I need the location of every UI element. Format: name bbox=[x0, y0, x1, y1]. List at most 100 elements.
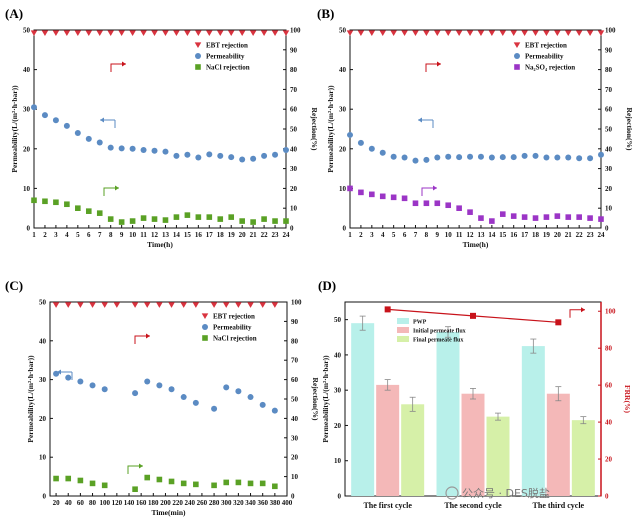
data-point-square bbox=[247, 480, 254, 487]
legend-marker bbox=[513, 42, 521, 48]
data-point-triangle-down bbox=[184, 30, 191, 36]
data-point-triangle-down bbox=[63, 30, 71, 36]
y2-tick-label: 80 bbox=[291, 337, 299, 345]
trend-arrow bbox=[134, 335, 150, 344]
data-point-square bbox=[77, 477, 84, 484]
data-point-circle bbox=[357, 139, 364, 146]
data-point-circle bbox=[118, 145, 125, 152]
data-point-square bbox=[261, 216, 267, 222]
y2-tick-label: 100 bbox=[605, 27, 616, 35]
data-point-circle bbox=[283, 146, 289, 153]
data-point-triangle-down bbox=[52, 302, 60, 308]
trend-arrow-head bbox=[122, 61, 126, 67]
y2-axis-title: Rejection(%) bbox=[625, 108, 633, 151]
x-tick-label: 3 bbox=[370, 231, 374, 239]
y2-tick-label: 20 bbox=[605, 185, 613, 193]
data-point-circle bbox=[250, 155, 257, 162]
watermark: 公众号 · DES脱盐 bbox=[445, 486, 550, 500]
x-tick-label: 280 bbox=[209, 499, 220, 507]
data-point-triangle-down bbox=[96, 30, 104, 36]
data-point-circle bbox=[576, 155, 583, 162]
data-point-square bbox=[565, 214, 572, 220]
data-point-square bbox=[272, 218, 278, 224]
y-tick-label: 30 bbox=[23, 106, 31, 114]
data-point-circle bbox=[162, 148, 169, 155]
data-point-triangle-down bbox=[260, 30, 268, 36]
data-point-square bbox=[467, 209, 473, 215]
data-point-square bbox=[195, 214, 202, 220]
y2-tick-label: 100 bbox=[291, 299, 302, 307]
data-point-square bbox=[211, 482, 217, 489]
x-tick-label: 21 bbox=[565, 231, 573, 239]
x-tick-label: 22 bbox=[576, 231, 584, 239]
y2-tick-label: 0 bbox=[291, 493, 295, 501]
x-tick-label: 19 bbox=[228, 231, 236, 239]
data-point-circle bbox=[543, 154, 550, 161]
data-point-square bbox=[228, 214, 235, 220]
y-tick-label: 10 bbox=[334, 457, 342, 465]
category-label: The second cycle bbox=[444, 501, 502, 510]
x-axis-title: Time(min) bbox=[151, 508, 186, 517]
x-tick-label: 80 bbox=[89, 499, 97, 507]
legend-swatch bbox=[397, 327, 409, 333]
x-tick-label: 11 bbox=[140, 231, 147, 239]
data-point-circle bbox=[499, 154, 506, 161]
data-point-circle bbox=[379, 149, 386, 156]
y2-tick-label: 10 bbox=[291, 473, 299, 481]
x-tick-label: 8 bbox=[425, 231, 429, 239]
data-point-triangle-down bbox=[564, 30, 572, 36]
bar-final-permeate-flux bbox=[486, 416, 510, 496]
legend-label: PWP bbox=[413, 320, 427, 326]
data-point-circle bbox=[587, 155, 594, 162]
data-point-square bbox=[358, 189, 364, 196]
data-point-circle bbox=[101, 386, 108, 393]
y-tick-label: 40 bbox=[339, 66, 347, 74]
trend-arrow-head bbox=[139, 463, 143, 469]
data-point-triangle-down bbox=[390, 30, 397, 36]
y2-tick-label: 80 bbox=[605, 66, 613, 74]
data-point-triangle-down bbox=[113, 302, 121, 308]
data-point-circle bbox=[598, 151, 604, 158]
trend-arrow-head bbox=[146, 333, 150, 339]
data-point-circle bbox=[96, 139, 103, 146]
data-point-triangle-down bbox=[131, 302, 139, 308]
data-point-circle bbox=[63, 122, 70, 129]
data-point-circle bbox=[521, 152, 528, 159]
x-tick-label: 400 bbox=[282, 499, 293, 507]
x-tick-label: 6 bbox=[87, 231, 91, 239]
x-tick-label: 360 bbox=[257, 499, 268, 507]
data-point-square bbox=[206, 214, 213, 220]
y-tick-label: 40 bbox=[23, 66, 31, 74]
data-point-circle bbox=[510, 154, 517, 161]
x-tick-label: 15 bbox=[499, 231, 507, 239]
y2-tick-label: 20 bbox=[291, 454, 299, 462]
data-point-square bbox=[156, 476, 163, 483]
x-tick-label: 5 bbox=[392, 231, 396, 239]
trend-arrow-head bbox=[115, 185, 119, 191]
data-point-square bbox=[499, 211, 506, 217]
data-point-square bbox=[445, 202, 452, 209]
y2-tick-label: 20 bbox=[605, 456, 613, 464]
x-tick-label: 9 bbox=[120, 231, 124, 239]
y-tick-label: 10 bbox=[23, 185, 31, 193]
data-point-triangle-down bbox=[216, 30, 224, 36]
data-point-square bbox=[259, 480, 266, 487]
frr-point bbox=[555, 319, 562, 326]
trend-arrow-head bbox=[57, 369, 61, 375]
x-tick-label: 15 bbox=[184, 231, 192, 239]
data-point-triangle-down bbox=[259, 302, 266, 308]
data-point-circle bbox=[151, 147, 158, 154]
frr-arrow-head bbox=[581, 307, 585, 313]
data-point-triangle-down bbox=[488, 30, 496, 36]
x-tick-label: 2 bbox=[43, 231, 47, 239]
data-point-circle bbox=[31, 104, 37, 111]
y2-tick-label: 40 bbox=[605, 145, 613, 153]
x-tick-label: 13 bbox=[477, 231, 485, 239]
x-tick-label: 10 bbox=[129, 231, 137, 239]
data-point-square bbox=[401, 195, 408, 202]
data-point-triangle-down bbox=[192, 302, 200, 308]
x-tick-label: 4 bbox=[65, 231, 69, 239]
data-point-triangle-down bbox=[282, 30, 290, 36]
data-point-triangle-down bbox=[129, 30, 136, 36]
